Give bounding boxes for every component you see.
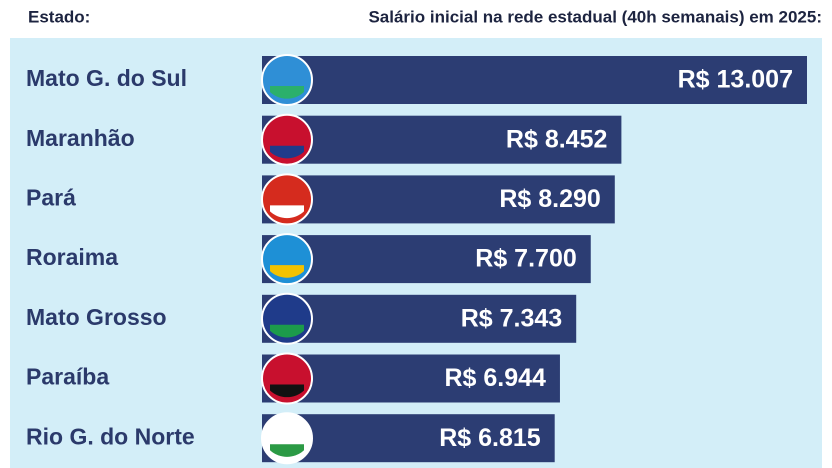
value-label: R$ 7.700 (475, 245, 576, 273)
bar (262, 235, 591, 284)
category-label: Paraíba (26, 364, 109, 390)
value-label: R$ 13.007 (678, 66, 793, 94)
flag-detail (270, 324, 304, 338)
flag-detail (270, 444, 304, 457)
value-label: R$ 8.452 (506, 125, 607, 153)
category-label: Mato G. do Sul (26, 65, 187, 91)
value-label: R$ 8.290 (499, 185, 600, 213)
value-label: R$ 6.944 (444, 364, 546, 392)
category-header: Estado: (28, 7, 90, 26)
value-label: R$ 6.815 (439, 424, 541, 452)
chart-title: Salário inicial na rede estadual (40h se… (368, 7, 822, 26)
flag-detail (270, 205, 304, 219)
category-label: Mato Grosso (26, 304, 167, 330)
value-label: R$ 7.343 (461, 304, 562, 332)
category-label: Roraima (26, 244, 118, 270)
flag-detail (270, 145, 304, 159)
bar (262, 56, 807, 104)
bar (262, 294, 577, 343)
bar (262, 175, 615, 224)
flag-detail (270, 384, 304, 398)
category-label: Maranhão (26, 125, 135, 151)
bar (262, 115, 622, 164)
category-label: Pará (26, 184, 76, 210)
flag-detail (270, 265, 304, 278)
flag-detail (270, 86, 304, 99)
category-label: Rio G. do Norte (26, 423, 195, 449)
